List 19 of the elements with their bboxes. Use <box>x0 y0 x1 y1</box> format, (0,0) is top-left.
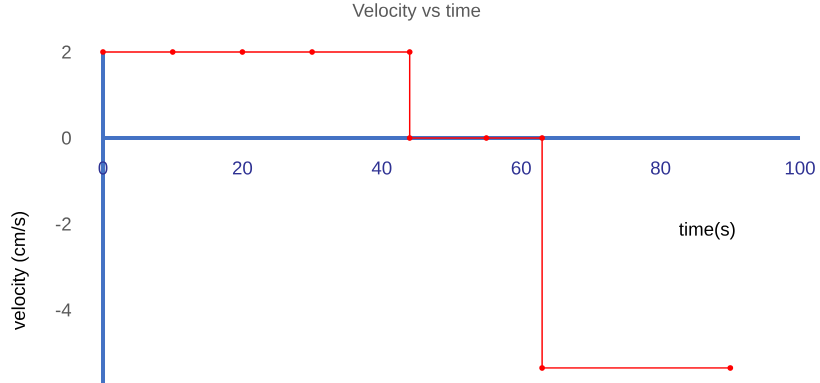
x-tick-label: 100 <box>786 161 815 175</box>
x-tick-label: 20 <box>232 161 252 175</box>
y-tick-label: 2 <box>62 45 71 59</box>
chart-title: Velocity vs time <box>352 3 480 21</box>
point <box>406 49 413 55</box>
y-tick-label: -4 <box>56 304 72 316</box>
x-tick-label: 60 <box>512 161 531 175</box>
point <box>170 49 176 55</box>
y-tick-label: -2 <box>56 217 71 230</box>
x-tick-label: 80 <box>651 161 670 175</box>
point <box>539 365 545 371</box>
point <box>727 365 734 371</box>
x-axis-title: time(s) <box>679 222 735 240</box>
point <box>100 49 106 55</box>
point <box>309 49 315 55</box>
x-tick-label: 40 <box>372 161 392 175</box>
point <box>240 49 246 55</box>
y-tick-label: 0 <box>62 131 71 145</box>
y-axis-title: velocity (cm/s) <box>11 212 29 330</box>
